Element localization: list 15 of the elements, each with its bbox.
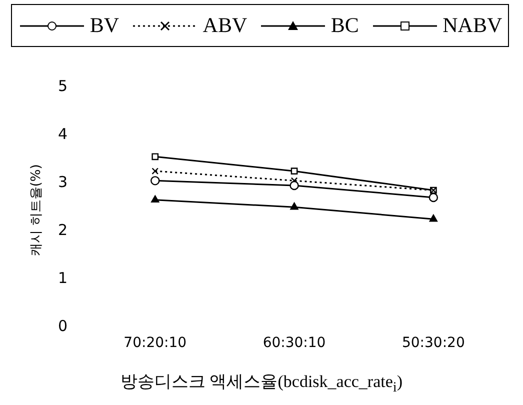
y-tick-label: 3 — [58, 172, 68, 191]
y-tick-label: 0 — [58, 317, 68, 336]
x-tick-label: 50:30:20 — [402, 335, 465, 352]
x-axis-title: 방송디스크 액세스율(bcdisk_acc_rate$_{i}$) — [119, 371, 404, 396]
y-tick-label: 2 — [58, 221, 68, 240]
y-tick-label: 5 — [58, 76, 68, 95]
legend-label: ABV — [202, 13, 248, 38]
legend-label: NABV — [442, 13, 502, 38]
x-tick-label: 60:30:10 — [262, 335, 326, 352]
y-axis-title: 캐시 히트율(%) — [28, 164, 45, 256]
legend-label: BC — [330, 13, 359, 38]
y-tick-label: 4 — [58, 124, 68, 143]
legend-label: BV — [90, 13, 120, 38]
y-tick-label: 1 — [58, 269, 68, 288]
x-tick-label: 70:20:10 — [124, 335, 187, 352]
